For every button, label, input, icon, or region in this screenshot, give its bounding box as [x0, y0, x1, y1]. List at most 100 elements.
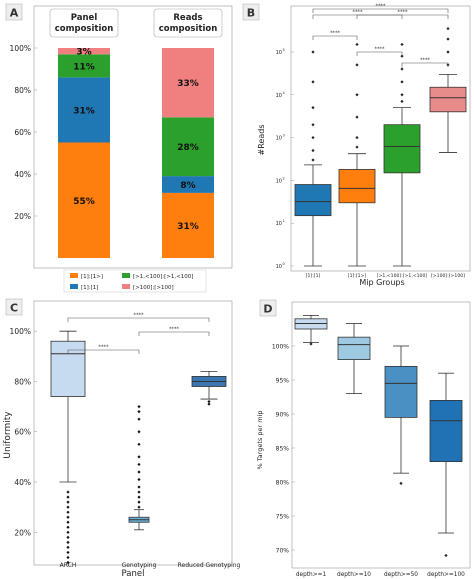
significance-label: ****: [375, 47, 386, 53]
box-iqr: [337, 336, 371, 361]
plot-frame: [33, 300, 233, 566]
outlier-point: [311, 148, 315, 153]
significance-bracket: [67, 317, 210, 322]
outlier-point: [137, 500, 141, 504]
outlier-point: [309, 342, 313, 346]
box-iqr: [294, 184, 332, 217]
outlier-point: [137, 505, 141, 509]
outlier-point: [311, 123, 315, 127]
outlier-point: [400, 80, 404, 84]
panel-d: D 70% 75% 80% 85% 90% 95% 100% % Targets per mip…: [256, 299, 471, 578]
outlier-point: [311, 158, 315, 162]
outlier-point: [400, 67, 404, 71]
stacked-bar-segment: [162, 176, 214, 193]
y-tick-label: 10: [276, 136, 282, 142]
bar-value-label: 28%: [177, 143, 199, 153]
category-header-label: composition: [159, 24, 218, 34]
outlier-point: [355, 115, 359, 119]
x-tick-label: depth>=100: [427, 572, 465, 578]
significance-label: ****: [99, 345, 110, 351]
bar-value-label: 31%: [177, 222, 199, 232]
x-tick-label: depth>=50: [384, 572, 418, 578]
x-axis-title: Panel: [122, 569, 145, 579]
outlier-point: [355, 63, 359, 67]
outlier-point: [355, 135, 359, 140]
outlier-point: [137, 410, 141, 414]
outlier-point: [399, 481, 403, 485]
significance-label: ****: [169, 327, 180, 333]
y-tick-label: 10: [276, 50, 282, 56]
outlier-point: [66, 525, 70, 529]
outlier-point: [137, 462, 141, 467]
stacked-bar-segment: [58, 142, 110, 258]
y-tick-label: 60%: [14, 428, 31, 437]
y-tick-label: 70%: [276, 548, 290, 555]
outlier-point: [400, 93, 404, 97]
y-tick-label: 80%: [276, 480, 290, 487]
box-iqr: [429, 86, 467, 113]
box-iqr: [50, 340, 86, 397]
outlier-point: [66, 520, 70, 524]
x-axis-title: Mip Groups: [359, 278, 404, 287]
y-tick-label: 80%: [14, 86, 31, 95]
panel-a: A20%40%60%80%100%55%31%11%3%Panelcomposi…: [5, 3, 233, 293]
x-tick-label: [>1,<100]:[>1,<100]: [377, 273, 428, 279]
y-axis-title: #Reads: [257, 125, 266, 156]
panel-letter-box: [5, 3, 23, 21]
y-tick-label: 100%: [10, 44, 31, 53]
x-tick-label: depth>=10: [337, 572, 371, 578]
significance-label: ****: [398, 10, 409, 16]
outlier-point: [446, 37, 450, 41]
box-2: [338, 42, 376, 267]
y-tick-exponent: 4: [283, 91, 286, 95]
box-1: [294, 50, 332, 267]
y-tick-label: 90%: [276, 412, 290, 419]
outlier-point: [137, 405, 141, 409]
outlier-point: [66, 510, 70, 514]
outlier-point: [137, 477, 141, 482]
bar-value-label: 11%: [73, 62, 95, 72]
box-iqr: [384, 365, 418, 418]
legend-label: [>1,<100]:[>1,<100]: [133, 274, 193, 280]
panel-letter: B: [247, 7, 255, 20]
outlier-point: [311, 50, 315, 54]
significance-bracket: [138, 331, 210, 336]
category-header-label: Reads: [173, 13, 202, 23]
y-tick-label: 40%: [14, 170, 31, 179]
stacked-bar-segment: [162, 117, 214, 177]
y-tick-label: 60%: [14, 128, 31, 137]
stacked-bar-segment: [58, 77, 110, 143]
x-tick-label: Reduced Genotyping: [178, 562, 241, 569]
y-tick-exponent: 1: [283, 219, 285, 223]
legend: [1]:[1>] [1]:[1] [>1,<100]:[>1,<100] [>100]…: [63, 269, 207, 293]
y-tick-label: 40%: [14, 478, 31, 487]
outlier-point: [66, 540, 70, 544]
outlier-point: [444, 553, 448, 558]
significance-bracket: [356, 14, 449, 19]
outlier-point: [400, 42, 404, 47]
box-4: [429, 27, 467, 153]
y-tick-exponent: 0: [283, 262, 285, 266]
outlier-point: [66, 535, 70, 539]
legend-label: [1]:[1]: [81, 285, 98, 291]
stacked-bar-segment: [58, 54, 110, 78]
significance-label: ****: [353, 10, 364, 16]
panel-letter: C: [10, 302, 18, 315]
x-tick-label: [>100]:[>100]: [431, 273, 465, 279]
box-iqr: [429, 399, 463, 462]
category-header-label: Panel: [71, 13, 98, 23]
y-tick-label: 20%: [14, 212, 31, 221]
outlier-point: [137, 490, 141, 494]
stacked-bar-segment: [58, 48, 110, 55]
outlier-point: [66, 545, 70, 549]
panel-letter: A: [10, 7, 19, 20]
x-tick-label: [1]:[1]: [306, 273, 321, 279]
plot-frame: [290, 5, 471, 272]
y-axis-title: Uniformity: [3, 411, 13, 459]
outlier-point: [137, 455, 141, 459]
significance-bracket: [356, 51, 403, 56]
significance-label: ****: [376, 4, 387, 10]
outlier-point: [207, 402, 211, 406]
y-tick-label: 75%: [276, 514, 290, 521]
significance-label: ****: [330, 31, 341, 37]
